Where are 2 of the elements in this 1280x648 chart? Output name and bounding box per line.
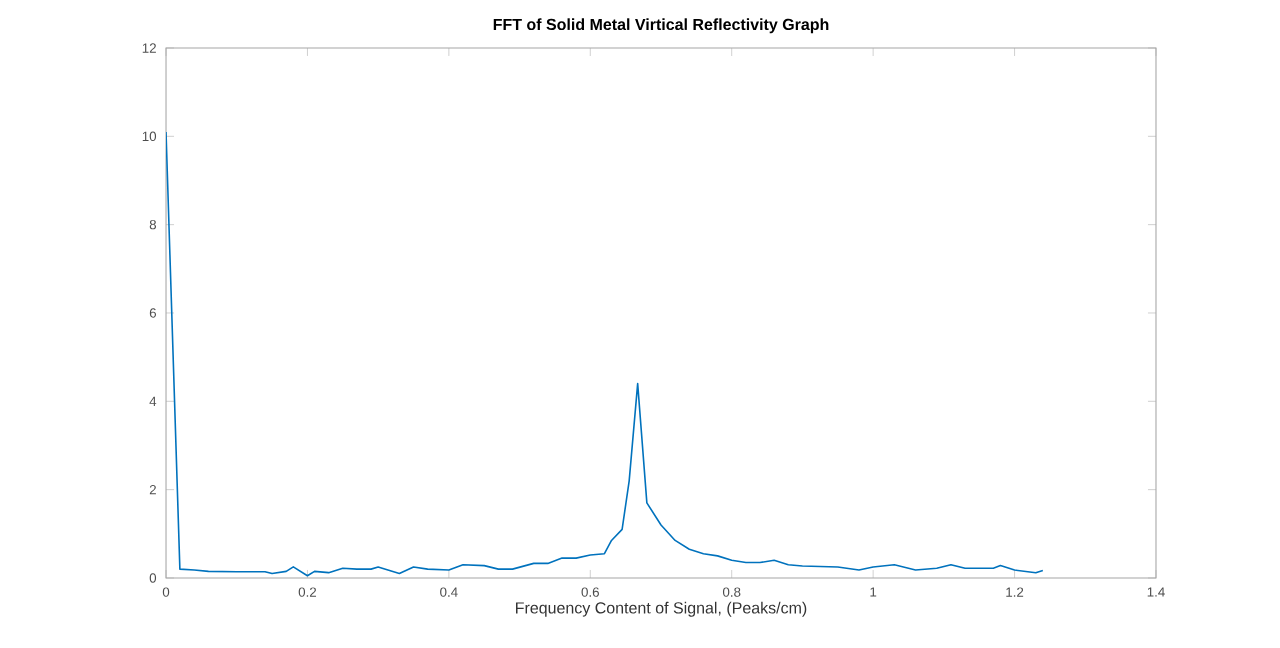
chart-title: FFT of Solid Metal Virtical Reflectivity Graph bbox=[493, 18, 829, 34]
x-axis-title: Frequency Content of Signal, (Peaks/cm) bbox=[516, 601, 807, 617]
